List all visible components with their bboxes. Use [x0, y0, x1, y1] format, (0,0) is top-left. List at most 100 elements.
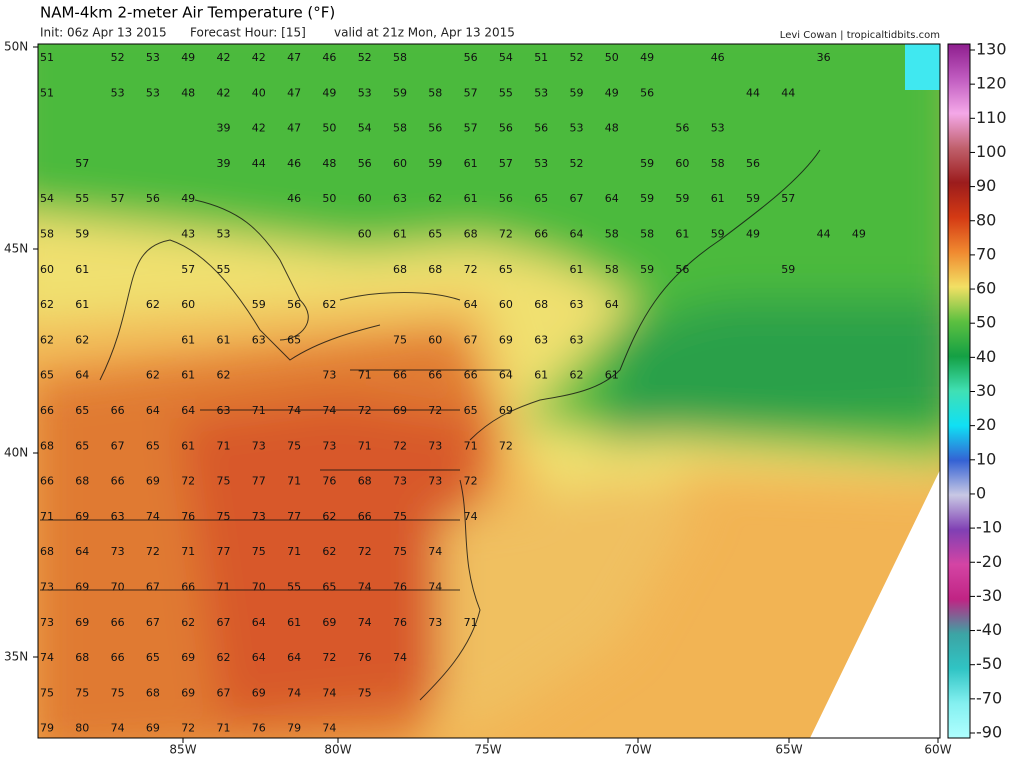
- station-value: 73: [252, 510, 266, 523]
- lon-label: 85W: [169, 743, 196, 757]
- station-value: 66: [111, 475, 125, 488]
- station-value: 58: [428, 86, 442, 99]
- station-value: 74: [464, 510, 478, 523]
- station-value: 69: [322, 616, 336, 629]
- station-value: 74: [40, 651, 54, 664]
- station-value: 75: [287, 439, 301, 452]
- station-value: 75: [358, 686, 372, 699]
- station-value: 69: [499, 404, 513, 417]
- station-value: 76: [181, 510, 195, 523]
- station-value: 75: [217, 475, 231, 488]
- station-value: 67: [146, 581, 160, 594]
- station-value: 71: [287, 545, 301, 558]
- station-value: 57: [111, 192, 125, 205]
- station-value: 55: [499, 86, 513, 99]
- station-value: 42: [217, 86, 231, 99]
- station-value: 75: [217, 510, 231, 523]
- station-value: 57: [781, 192, 795, 205]
- station-value: 72: [322, 651, 336, 664]
- station-value: 64: [464, 298, 478, 311]
- station-value: 61: [181, 333, 195, 346]
- station-value: 65: [75, 404, 89, 417]
- station-value: 70: [252, 581, 266, 594]
- station-value: 71: [358, 369, 372, 382]
- station-value: 74: [358, 616, 372, 629]
- station-value: 59: [711, 228, 725, 241]
- station-value: 71: [358, 439, 372, 452]
- station-value: 62: [217, 369, 231, 382]
- station-value: 59: [675, 192, 689, 205]
- station-value: 51: [40, 51, 54, 64]
- station-value: 75: [40, 686, 54, 699]
- station-value: 53: [146, 86, 160, 99]
- station-value: 53: [534, 86, 548, 99]
- station-value: 44: [252, 157, 266, 170]
- station-value: 54: [40, 192, 54, 205]
- station-value: 49: [181, 192, 195, 205]
- station-value: 60: [499, 298, 513, 311]
- station-value: 77: [217, 545, 231, 558]
- station-value: 61: [75, 263, 89, 276]
- station-value: 60: [675, 157, 689, 170]
- station-value: 47: [287, 86, 301, 99]
- station-value: 52: [570, 157, 584, 170]
- station-value: 56: [146, 192, 160, 205]
- station-value: 64: [605, 192, 619, 205]
- station-value: 60: [40, 263, 54, 276]
- station-value: 66: [40, 404, 54, 417]
- station-value: 62: [146, 369, 160, 382]
- station-value: 62: [75, 333, 89, 346]
- forecast-hour: Forecast Hour: [15]: [190, 26, 306, 40]
- station-value: 57: [464, 86, 478, 99]
- station-value: 55: [287, 581, 301, 594]
- station-value: 52: [358, 51, 372, 64]
- station-value: 49: [322, 86, 336, 99]
- station-value: 46: [322, 51, 336, 64]
- station-value: 62: [40, 333, 54, 346]
- station-value: 56: [534, 122, 548, 135]
- station-value: 53: [534, 157, 548, 170]
- colorbar-label: -40: [976, 620, 1002, 639]
- station-value: 66: [40, 475, 54, 488]
- station-value: 66: [464, 369, 478, 382]
- station-value: 75: [393, 333, 407, 346]
- station-value: 52: [570, 51, 584, 64]
- station-value: 61: [393, 228, 407, 241]
- station-value: 61: [181, 439, 195, 452]
- station-value: 54: [499, 51, 513, 64]
- init-time: Init: 06z Apr 13 2015: [40, 26, 167, 40]
- station-value: 61: [711, 192, 725, 205]
- station-value: 67: [217, 616, 231, 629]
- station-value: 62: [217, 651, 231, 664]
- station-value: 66: [111, 651, 125, 664]
- station-value: 58: [711, 157, 725, 170]
- station-value: 53: [146, 51, 160, 64]
- station-value: 65: [322, 581, 336, 594]
- station-value: 74: [428, 545, 442, 558]
- station-value: 47: [287, 122, 301, 135]
- station-value: 64: [499, 369, 513, 382]
- station-value: 72: [393, 439, 407, 452]
- station-value: 59: [428, 157, 442, 170]
- station-value: 53: [217, 228, 231, 241]
- station-value: 68: [464, 228, 478, 241]
- lat-label: 45N: [4, 242, 28, 256]
- station-value: 74: [287, 686, 301, 699]
- station-value: 65: [464, 404, 478, 417]
- station-value: 64: [252, 651, 266, 664]
- station-value: 59: [252, 298, 266, 311]
- station-value: 73: [111, 545, 125, 558]
- colorbar-label: 130: [976, 40, 1007, 59]
- station-value: 62: [40, 298, 54, 311]
- station-value: 57: [75, 157, 89, 170]
- station-value: 57: [464, 122, 478, 135]
- station-value: 69: [146, 475, 160, 488]
- colorbar-label: -50: [976, 654, 1002, 673]
- station-value: 61: [464, 157, 478, 170]
- station-value: 72: [358, 404, 372, 417]
- station-value: 68: [40, 545, 54, 558]
- station-value: 42: [217, 51, 231, 64]
- station-value: 58: [640, 228, 654, 241]
- station-value: 44: [746, 86, 760, 99]
- station-value: 74: [111, 722, 125, 735]
